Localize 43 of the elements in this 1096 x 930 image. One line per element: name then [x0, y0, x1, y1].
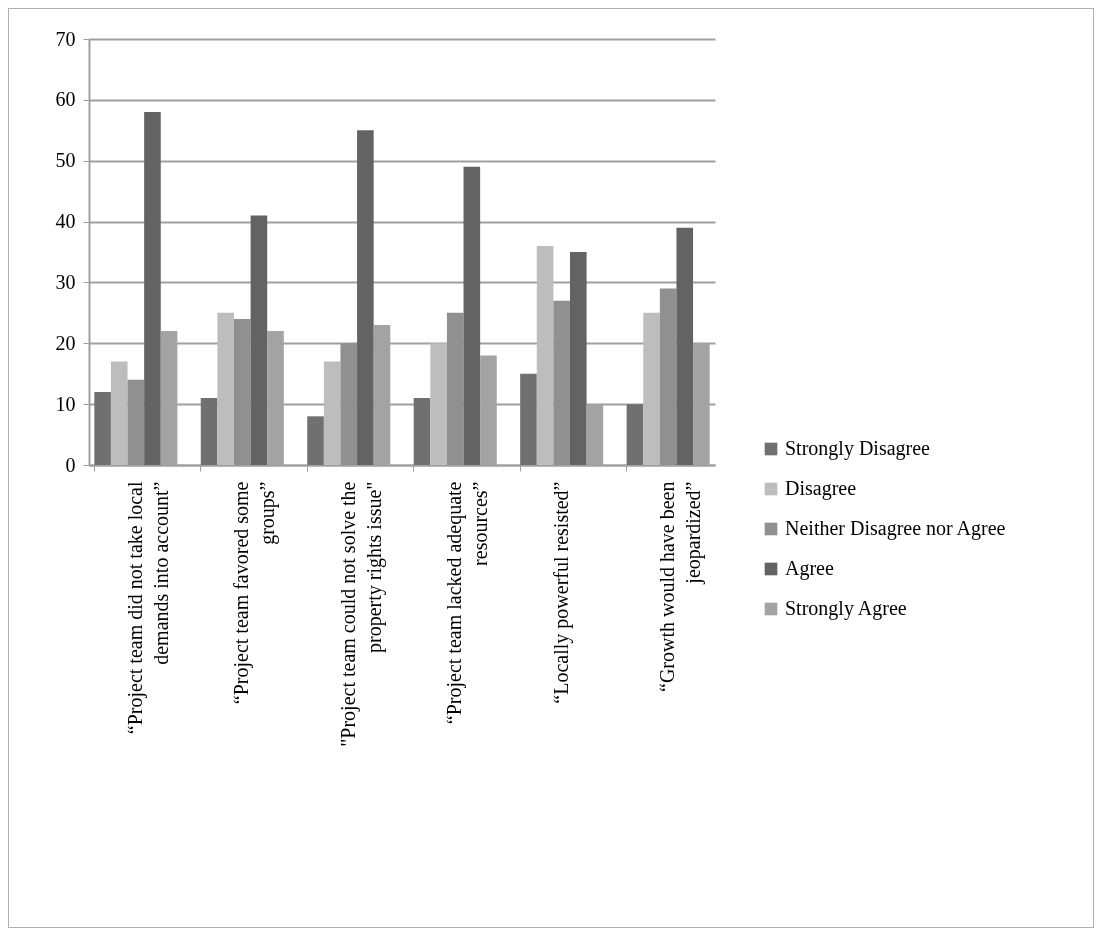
bar	[357, 130, 374, 465]
bar	[676, 227, 694, 465]
bar	[446, 312, 464, 465]
bar	[234, 318, 251, 465]
legend-label: Neither Disagree nor Agree	[785, 517, 1006, 540]
bar	[250, 215, 268, 465]
legend-label: Agree	[785, 557, 834, 580]
bar	[323, 361, 341, 465]
x-tick-label: “Locally powerful resisted”	[549, 481, 573, 704]
bar	[110, 361, 128, 465]
x-tick-label: "Project team could not solve the property rights issue"	[336, 481, 386, 747]
y-tick-label: 0	[65, 453, 76, 476]
y-tick-label: 50	[55, 149, 76, 172]
y-tick-label: 70	[55, 27, 76, 50]
bar	[520, 373, 537, 465]
y-tick-label: 60	[55, 88, 76, 111]
bar	[659, 288, 677, 465]
bar	[463, 166, 481, 465]
bar	[217, 312, 234, 465]
legend-label: Strongly Agree	[785, 597, 907, 620]
x-tick-label: “Growth would have been jeopardized”	[656, 481, 706, 692]
bar	[570, 252, 587, 465]
bar	[200, 398, 218, 465]
legend-label: Strongly Disagree	[785, 437, 931, 460]
bar	[94, 391, 111, 465]
bar	[430, 343, 447, 465]
x-tick-label: “Project team favored some groups”	[230, 481, 280, 705]
bar	[643, 312, 660, 465]
x-tick-label: “Project team lacked adequate resources”	[443, 481, 492, 725]
bar	[340, 343, 358, 465]
y-tick-label: 10	[55, 392, 76, 415]
y-tick-label: 40	[55, 210, 76, 233]
bar	[553, 300, 570, 465]
bar	[144, 112, 161, 465]
bar	[536, 245, 554, 465]
bar	[127, 379, 145, 465]
bar	[413, 398, 431, 465]
legend-label: Disagree	[785, 477, 857, 500]
bar	[626, 404, 644, 465]
y-tick-label: 30	[55, 270, 76, 293]
y-tick-label: 20	[55, 331, 76, 354]
bar	[307, 416, 324, 465]
x-tick-label: “Project team did not take local demands into account”	[123, 481, 172, 735]
